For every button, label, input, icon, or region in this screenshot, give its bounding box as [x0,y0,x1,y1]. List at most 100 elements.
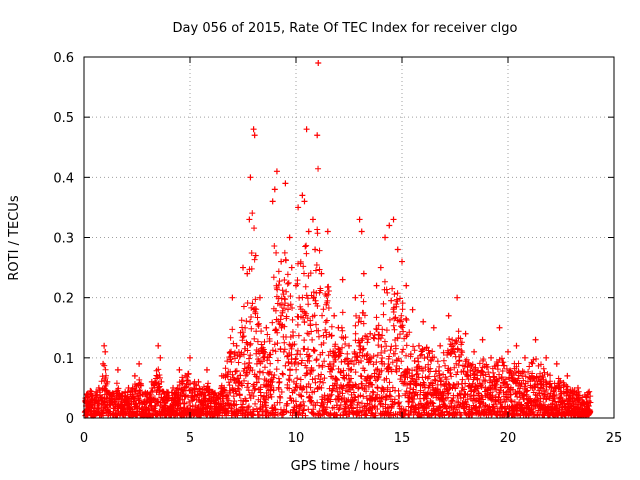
data-point [420,318,427,325]
data-point [233,342,240,349]
data-point [462,330,469,337]
data-point [299,192,306,199]
data-point [246,216,253,223]
data-point [360,270,367,277]
y-axis-label: ROTI / TECUs [7,195,22,280]
data-point [543,354,550,361]
data-point [155,342,162,349]
data-point [110,390,117,397]
data-point [409,306,416,313]
data-point [104,378,111,385]
data-point [91,396,98,403]
data-point [251,132,258,139]
data-point [358,228,365,235]
data-point [532,336,539,343]
data-point [314,132,321,139]
data-point [100,360,107,367]
data-point [488,354,495,361]
data-point [315,60,322,67]
data-point [195,378,202,385]
data-point [244,270,251,277]
data-point [176,366,183,373]
x-tick-label: 0 [80,431,88,446]
y-tick-label: 0.2 [53,292,74,307]
data-point [346,342,352,349]
data-point [471,348,478,355]
x-tick-label: 15 [394,431,411,446]
x-tick-label: 5 [186,431,194,446]
data-point [386,222,393,229]
y-tick-label: 0.4 [53,171,74,186]
data-point [367,330,374,337]
data-point [335,324,342,331]
data-point [286,234,293,241]
data-point [564,372,571,379]
data-point [119,396,126,403]
data-point [521,354,528,361]
y-tick-label: 0.3 [53,232,74,247]
y-tick-label: 0 [66,412,74,427]
data-point [430,324,437,331]
data-point [295,204,302,211]
data-point [102,348,109,355]
data-point [271,186,278,193]
x-axis-ticks: 0 5 10 15 20 25 [80,57,622,446]
data-point [394,246,401,253]
data-point [263,324,270,331]
data-point [390,216,397,223]
data-point [437,342,444,349]
grid [84,57,614,418]
data-point [382,234,389,241]
data-point [445,312,452,319]
data-point [339,276,346,283]
data-point [210,390,217,397]
data-point [415,342,422,349]
data-point [142,390,149,397]
data-point [218,372,225,379]
y-tick-label: 0.1 [53,352,74,367]
data-point [305,228,312,235]
data-point [352,294,359,301]
data-point [136,360,143,367]
y-tick-label: 0.6 [53,51,74,66]
y-axis-ticks: 0 0.1 0.2 0.3 0.4 0.5 0.6 [53,51,614,427]
data-point [479,336,486,343]
x-tick-label: 10 [288,431,305,446]
data-point [301,198,308,205]
data-point [247,174,254,181]
x-tick-label: 20 [500,431,517,446]
data-point [125,384,132,391]
data-point [148,378,155,385]
data-point [157,354,164,361]
data-point [585,402,592,409]
data-point [273,168,280,175]
data-point [250,126,257,133]
data-point [269,198,276,205]
data-point [356,216,363,223]
data-point [309,216,316,223]
data-point [505,348,511,355]
data-point [114,366,121,373]
data-point [312,246,319,253]
data-point [303,126,310,133]
data-point [101,342,108,349]
data-point [324,228,331,235]
data-point [377,264,384,271]
x-axis-label: GPS time / hours [291,459,400,474]
data-point [293,282,299,289]
data-point [496,324,503,331]
x-tick-label: 25 [606,431,623,446]
data-point [131,372,138,379]
data-point [331,312,338,319]
data-point [229,294,236,301]
data-point [373,282,380,289]
data-point [87,387,94,394]
y-tick-label: 0.5 [53,111,74,126]
scatter-cloud-markers [81,165,594,419]
data-point [282,180,289,187]
data-point [170,384,177,391]
data-point [95,384,102,391]
chart-title: Day 056 of 2015, Rate Of TEC Index for r… [173,21,518,36]
data-point [203,366,210,373]
data-point [288,264,295,271]
